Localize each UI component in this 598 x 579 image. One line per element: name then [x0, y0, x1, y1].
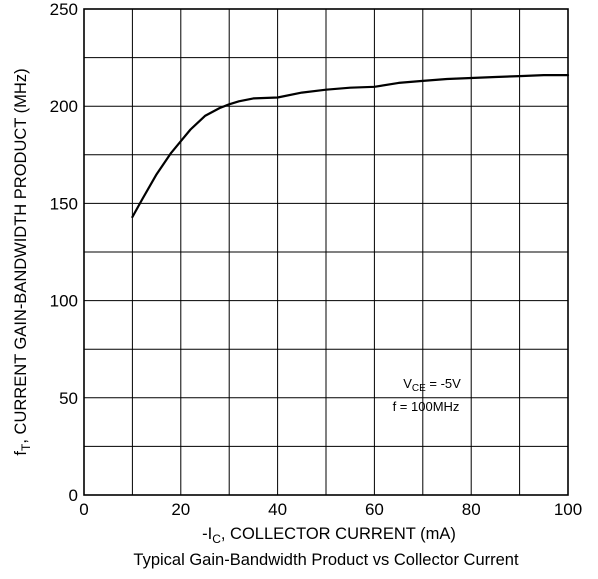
x-tick-labels: 0 20 40 60 80 100 — [79, 500, 582, 519]
annotation-line2: f = 100MHz — [393, 399, 460, 414]
series-line — [131, 74, 570, 219]
y-tick-label: 250 — [50, 0, 78, 19]
chart-title: Typical Gain-Bandwidth Product vs Collec… — [133, 551, 519, 569]
x-tick-label: 80 — [462, 500, 481, 519]
y-tick-label: 150 — [50, 194, 78, 213]
grid-lines — [84, 9, 568, 495]
y-tick-label: 200 — [50, 97, 78, 116]
annotation: VCE = -5V f = 100MHz — [393, 376, 462, 414]
y-tick-label: 0 — [69, 486, 78, 505]
annotation-line1: VCE = -5V — [403, 376, 461, 394]
y-axis-label: fT, CURRENT GAIN-BANDWIDTH PRODUCT (MHz) — [12, 68, 33, 455]
x-tick-label: 60 — [365, 500, 384, 519]
series — [131, 74, 570, 219]
x-tick-label: 100 — [554, 500, 582, 519]
x-tick-label: 20 — [171, 500, 190, 519]
plot-frame — [83, 8, 569, 496]
y-tick-labels: 0 50 100 150 200 250 — [50, 0, 78, 505]
y-tick-label: 100 — [50, 292, 78, 311]
x-tick-label: 0 — [79, 500, 88, 519]
x-tick-label: 40 — [268, 500, 287, 519]
y-tick-label: 50 — [59, 389, 78, 408]
x-axis-label: -IC, COLLECTOR CURRENT (mA) — [202, 525, 456, 546]
